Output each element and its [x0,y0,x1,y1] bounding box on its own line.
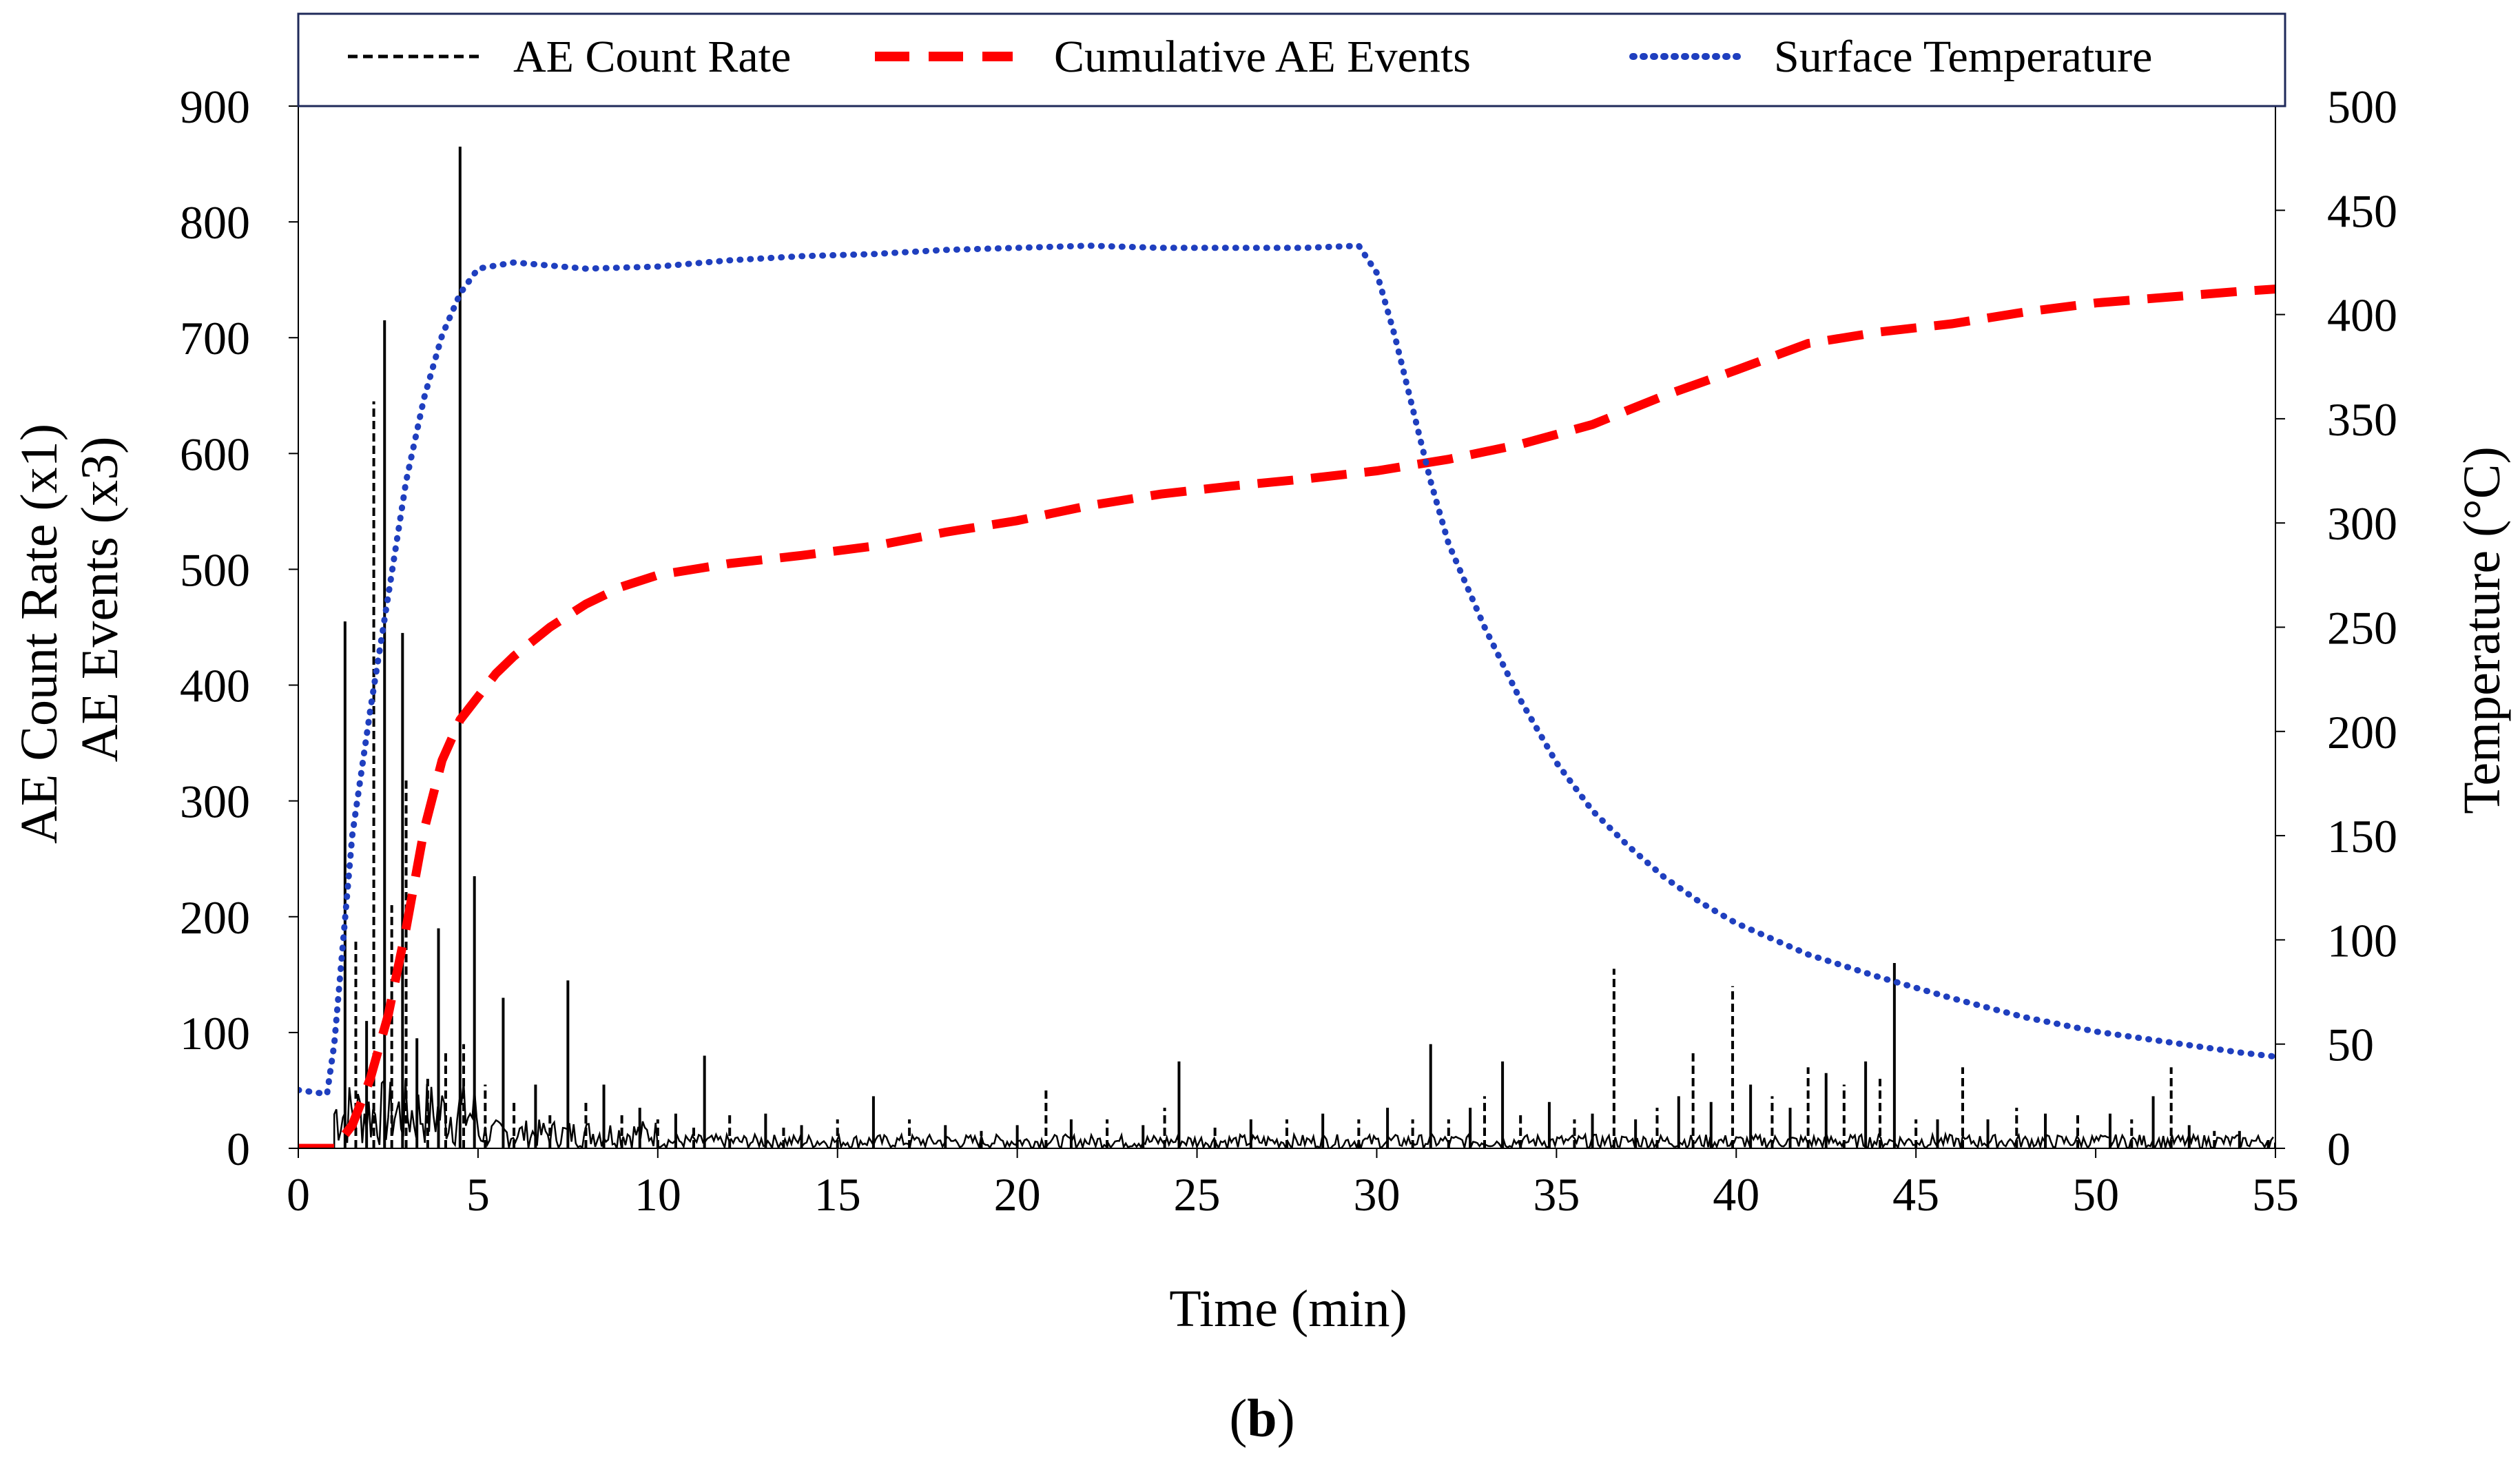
y-left-tick-label: 100 [180,1007,250,1059]
y-axis-left-title-line2: AE Events (x3) [71,437,129,763]
y-right-tick-label: 50 [2327,1019,2374,1071]
series-ae-count-rate [333,146,2275,1148]
y-left-tick-label: 0 [227,1123,250,1175]
y-right-tick-label: 500 [2327,81,2397,133]
y-left-tick-label: 300 [180,776,250,828]
noise-ae-count-rate [333,1079,2274,1148]
y-left-tick-label: 200 [180,891,250,944]
y-left-tick-label: 500 [180,544,250,596]
panel-label-letter: b [1247,1388,1277,1448]
x-tick-label: 20 [994,1168,1041,1221]
y-right-tick-label: 0 [2327,1123,2351,1175]
x-tick-label: 55 [2252,1168,2299,1221]
x-tick-label: 35 [1533,1168,1580,1221]
x-tick-label: 15 [814,1168,861,1221]
x-tick-label: 50 [2072,1168,2119,1221]
series-cumulative-ae-events [298,284,2275,1148]
y-right-tick-label: 250 [2327,602,2397,654]
y-left-tick-label: 700 [180,312,250,364]
panel-label: (b) [1229,1388,1294,1448]
series-surface-temperature [298,242,2275,1098]
y-right-tick-label: 400 [2327,289,2397,342]
y-right-tick-label: 100 [2327,914,2397,966]
y-left-tick-label: 800 [180,196,250,249]
y-axis-left-title-line1: AE Count Rate (x1) [10,424,68,844]
legend: AE Count Rate Cumulative AE Events Surfa… [297,12,2286,107]
y-right-tick-label: 200 [2327,706,2397,758]
x-tick-label: 0 [287,1168,310,1221]
legend-label-cumulative-ae-events: Cumulative AE Events [1054,32,1471,82]
series-layer [298,146,2275,1148]
y-right-tick-label: 350 [2327,393,2397,446]
y-axis-right-title: Temperature (°C) [2453,446,2511,814]
y-right-tick-label: 150 [2327,810,2397,862]
x-tick-label: 30 [1353,1168,1400,1221]
y-left-tick-label: 600 [180,428,250,480]
y-right-tick-label: 300 [2327,497,2397,550]
x-tick-label: 10 [634,1168,681,1221]
x-axis-title: Time (min) [1169,1280,1407,1338]
y-right-tick-label: 450 [2327,185,2397,237]
x-tick-label: 45 [1892,1168,1939,1221]
x-tick-label: 5 [466,1168,490,1221]
legend-label-ae-count-rate: AE Count Rate [513,32,791,82]
legend-label-surface-temperature: Surface Temperature [1774,32,2152,82]
x-tick-label: 25 [1174,1168,1221,1221]
x-tick-label: 40 [1713,1168,1759,1221]
y-left-tick-label: 900 [180,81,250,133]
y-left-tick-label: 400 [180,660,250,712]
legend-box [297,12,2286,107]
axes-layer: 0 5 10 15 20 25 30 35 40 45 50 55010020030040050060… [180,81,2397,1221]
